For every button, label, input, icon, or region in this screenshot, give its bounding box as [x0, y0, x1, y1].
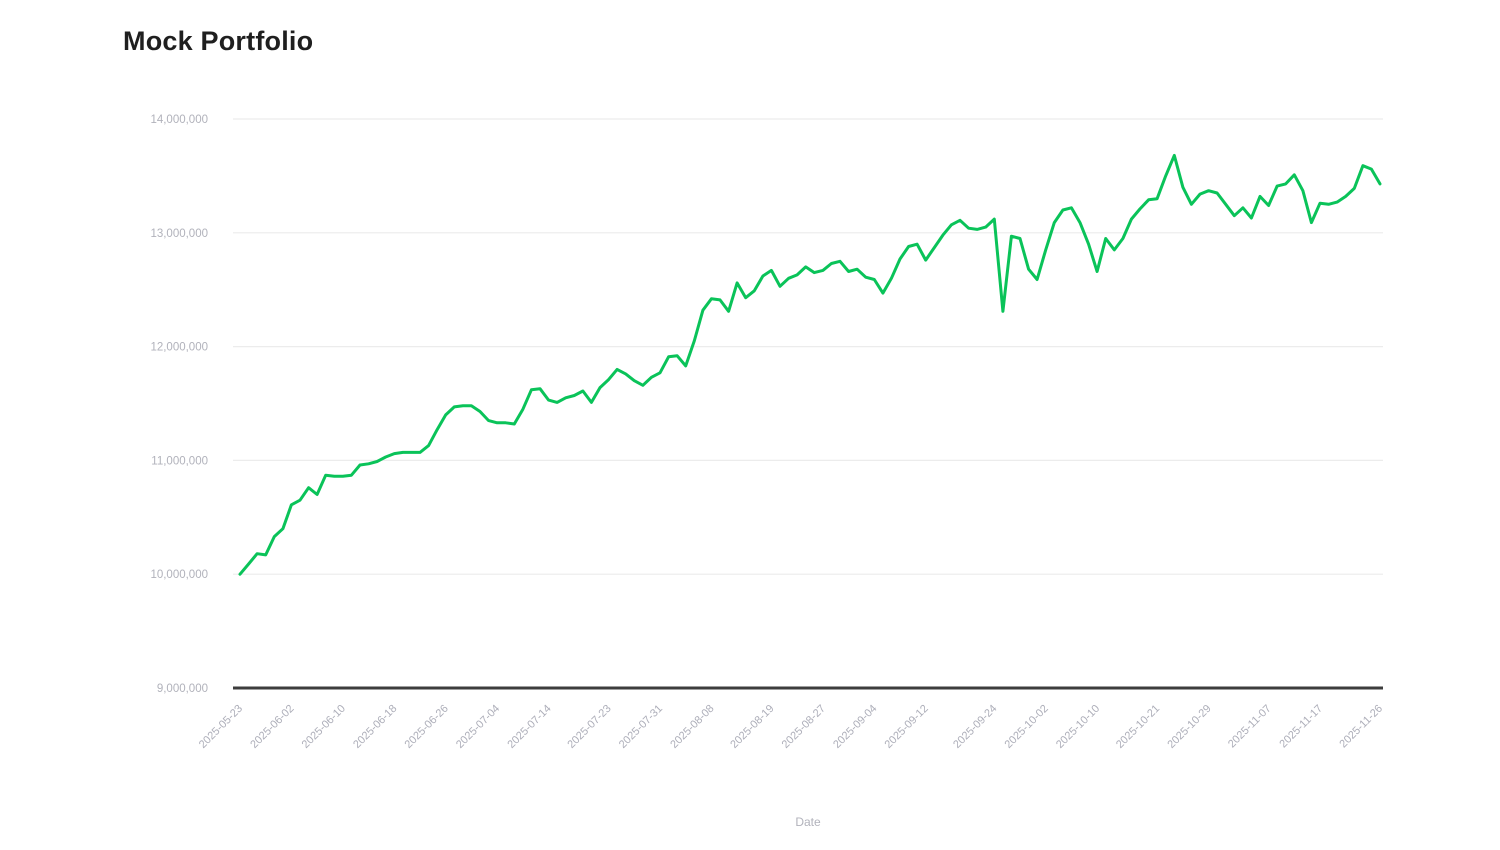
- x-tick-label: 2025-08-08: [668, 703, 716, 751]
- y-axis-labels: 9,000,000 10,000,000 11,000,000 12,000,000 1…: [150, 114, 208, 695]
- x-tick-label: 2025-09-12: [883, 703, 931, 751]
- chart-title: Mock Portfolio: [123, 26, 314, 56]
- x-tick-label: 2025-06-02: [248, 703, 296, 751]
- x-tick-label: 2025-11-26: [1337, 703, 1385, 751]
- y-tick-label: 12,000,000: [150, 342, 208, 354]
- x-tick-label: 2025-10-21: [1114, 703, 1162, 751]
- y-tick-label: 10,000,000: [150, 569, 208, 581]
- series-layer: [238, 153, 1382, 576]
- y-tick-label: 13,000,000: [150, 228, 208, 240]
- x-axis-title: Date: [795, 815, 821, 829]
- x-axis-labels: 2025-05-23 2025-06-02 2025-06-10 2025-06-18…: [197, 703, 1385, 751]
- x-tick-label: 2025-06-10: [300, 703, 348, 751]
- y-tick-label: 14,000,000: [150, 114, 208, 126]
- x-tick-label: 2025-06-18: [351, 703, 399, 751]
- portfolio-value-line: [238, 153, 1382, 576]
- x-tick-label: 2025-09-24: [951, 703, 999, 751]
- x-tick-label: 2025-07-04: [454, 703, 502, 751]
- x-tick-label: 2025-05-23: [197, 703, 245, 751]
- x-tick-label: 2025-07-14: [505, 703, 553, 751]
- x-tick-label: 2025-09-04: [831, 703, 879, 751]
- x-tick-label: 2025-11-07: [1226, 703, 1274, 751]
- gridlines-layer: [233, 118, 1383, 690]
- x-tick-label: 2025-06-26: [403, 703, 451, 751]
- x-tick-label: 2025-07-31: [617, 703, 665, 751]
- x-tick-label: 2025-10-02: [1003, 703, 1051, 751]
- x-tick-label: 2025-08-19: [728, 703, 776, 751]
- x-tick-label: 2025-10-10: [1054, 703, 1102, 751]
- x-tick-label: 2025-11-17: [1277, 703, 1325, 751]
- y-tick-label: 11,000,000: [151, 455, 208, 467]
- x-tick-label: 2025-10-29: [1165, 703, 1213, 751]
- y-tick-label: 9,000,000: [157, 683, 208, 695]
- x-tick-label: 2025-08-27: [780, 703, 828, 751]
- x-tick-label: 2025-07-23: [565, 703, 613, 751]
